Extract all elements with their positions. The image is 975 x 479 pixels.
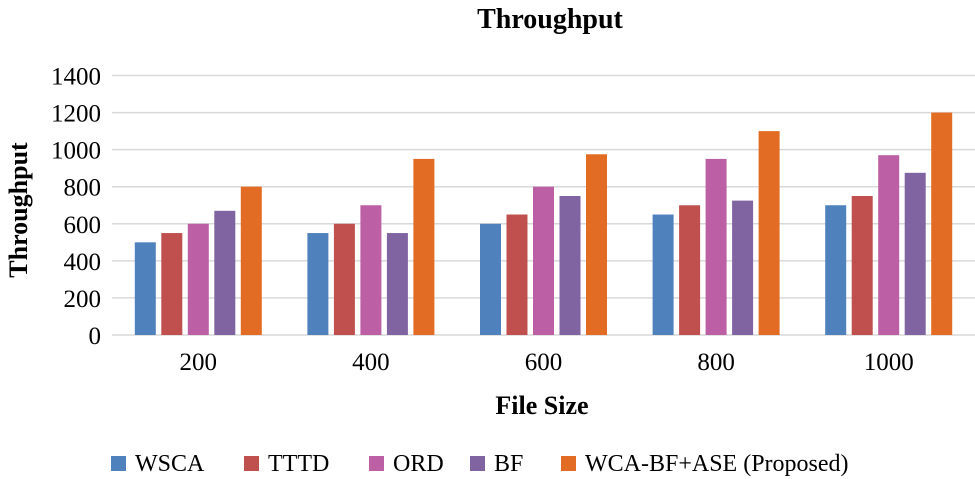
y-tick-label: 0 — [89, 323, 102, 350]
x-tick-label: 800 — [697, 349, 735, 376]
bar-bf-400 — [386, 233, 408, 335]
bar-wsca-1000 — [825, 205, 847, 335]
legend-swatch — [111, 456, 126, 471]
y-tick-label: 1000 — [51, 138, 101, 165]
y-axis-label: Throughput — [4, 142, 33, 278]
legend-label: TTTD — [268, 451, 329, 477]
legend-swatch — [369, 456, 384, 471]
y-tick-label: 400 — [64, 249, 102, 276]
bar-wca-bf-ase-proposed--200 — [240, 186, 262, 335]
legend-swatch — [244, 456, 259, 471]
bar-tttd-400 — [333, 223, 355, 335]
x-tick-label: 200 — [180, 349, 218, 376]
bar-wca-bf-ase-proposed--1000 — [931, 112, 953, 335]
x-axis-label: File Size — [495, 391, 588, 420]
bar-bf-1000 — [904, 172, 926, 335]
bar-wsca-200 — [134, 242, 156, 335]
y-tick-label: 800 — [64, 175, 102, 202]
bar-tttd-1000 — [851, 195, 873, 335]
bar-wca-bf-ase-proposed--600 — [586, 154, 607, 335]
x-tick-label: 600 — [525, 349, 563, 376]
legend-label: WSCA — [135, 451, 205, 477]
bar-ord-600 — [533, 186, 554, 335]
bar-ord-200 — [187, 223, 209, 335]
y-tick-label: 200 — [64, 286, 102, 313]
y-tick-label: 1200 — [51, 101, 101, 128]
legend-label: WCA-BF+ASE (Proposed) — [585, 451, 849, 477]
x-tick-label: 400 — [352, 349, 390, 376]
legend-swatch — [470, 456, 485, 471]
legend-label: BF — [494, 451, 523, 477]
legend-swatch — [561, 456, 576, 471]
bar-wsca-600 — [480, 223, 501, 335]
bar-tttd-800 — [679, 205, 701, 335]
bar-wca-bf-ase-proposed--800 — [758, 131, 780, 335]
x-tick-label: 1000 — [864, 349, 914, 376]
y-tick-label: 600 — [64, 212, 102, 239]
bar-wsca-800 — [652, 214, 674, 335]
bar-bf-600 — [559, 195, 581, 335]
bar-bf-800 — [732, 200, 754, 335]
bar-ord-1000 — [878, 155, 900, 335]
bar-ord-800 — [705, 158, 727, 335]
chart-title: Throughput — [477, 4, 623, 35]
bar-wsca-400 — [307, 233, 329, 335]
bar-tttd-200 — [161, 233, 183, 335]
y-tick-label: 1400 — [51, 64, 101, 91]
bar-wca-bf-ase-proposed--400 — [413, 158, 435, 335]
bar-bf-200 — [214, 210, 236, 335]
bar-tttd-600 — [506, 214, 528, 335]
bar-ord-400 — [360, 205, 382, 335]
legend-label: ORD — [393, 451, 444, 477]
